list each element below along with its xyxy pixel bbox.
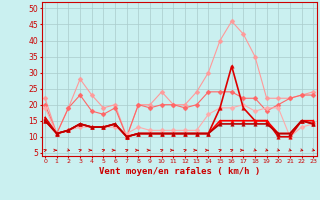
X-axis label: Vent moyen/en rafales ( km/h ): Vent moyen/en rafales ( km/h ) <box>99 167 260 176</box>
